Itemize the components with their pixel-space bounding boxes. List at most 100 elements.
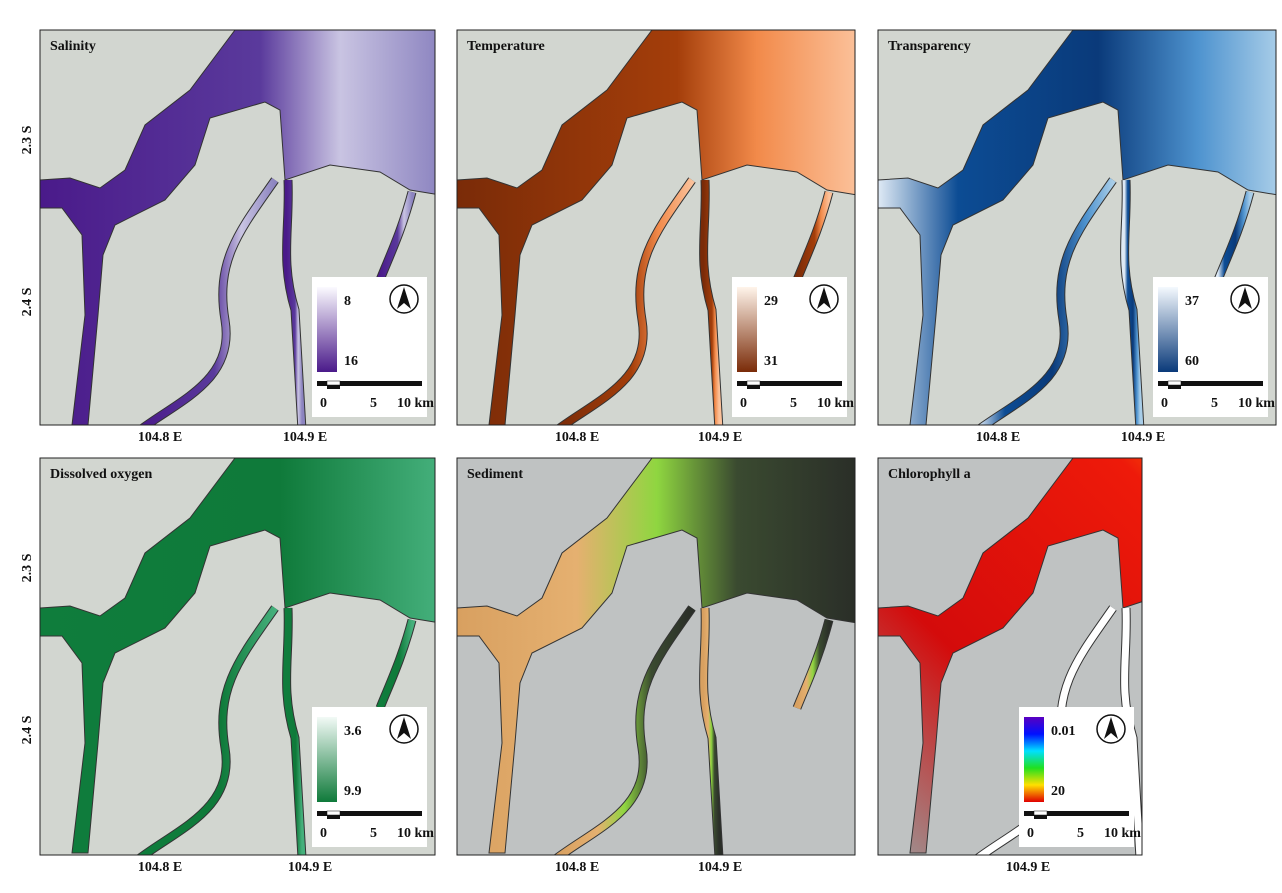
scale-segment	[317, 381, 327, 385]
scale-label: 0	[740, 396, 747, 411]
y-coordinate-label: 2.3 S	[20, 553, 35, 582]
x-coordinate-label: 104.8 E	[555, 430, 599, 445]
river	[557, 177, 695, 425]
scale-segment	[737, 381, 747, 385]
estuary	[878, 30, 1276, 425]
river	[376, 191, 416, 282]
river	[138, 605, 278, 855]
scale-label: 5	[370, 826, 377, 841]
river	[1121, 179, 1144, 425]
map-panel: Temperature 29 31 0 5 10 km	[456, 29, 856, 426]
estuary	[457, 30, 855, 425]
scale-segment	[1034, 815, 1047, 819]
scale-segment	[787, 381, 842, 385]
frame	[456, 457, 856, 856]
scale-label: 10 km	[397, 826, 434, 841]
north-arrow	[1104, 717, 1118, 739]
scale-segment	[340, 811, 367, 815]
scale-label: 10 km	[1104, 826, 1141, 841]
panel-title: Salinity	[50, 39, 96, 54]
river	[555, 605, 695, 855]
scale-label: 0	[1027, 826, 1034, 841]
x-coordinate-label: 104.9 E	[698, 430, 742, 445]
scale-segment	[1168, 385, 1181, 389]
x-coordinate-label: 104.8 E	[976, 430, 1020, 445]
scale-label: 0	[320, 826, 327, 841]
legend-label: 3.6	[344, 724, 362, 739]
water	[457, 30, 855, 425]
colorbar	[1024, 717, 1044, 802]
scale-segment	[327, 385, 340, 389]
scale-segment	[1047, 811, 1074, 815]
y-coordinate-label: 2.4 S	[20, 287, 35, 316]
scale-segment	[317, 811, 327, 815]
scale-segment	[760, 381, 787, 385]
river-edge	[1218, 620, 1250, 708]
river	[700, 179, 723, 425]
legend-label: 16	[344, 354, 358, 369]
river	[793, 191, 833, 282]
colorbar	[1158, 287, 1178, 372]
north-arrow	[817, 287, 831, 309]
scale-label: 10 km	[1238, 396, 1275, 411]
legend-label: 29	[764, 294, 778, 309]
north-arrow	[397, 717, 411, 739]
scale-segment	[367, 811, 422, 815]
north-arrow	[397, 287, 411, 309]
colorbar	[737, 287, 757, 372]
map-panel: Dissolved oxygen 3.6 9.9 0 5 10 km	[39, 457, 436, 856]
north-arrow	[1238, 287, 1252, 309]
frame	[39, 457, 436, 856]
panel-title: Temperature	[467, 39, 545, 54]
scale-segment	[1158, 381, 1168, 385]
scale-label: 10 km	[817, 396, 854, 411]
panel-title: Dissolved oxygen	[50, 467, 153, 482]
river	[1218, 620, 1250, 708]
frame	[456, 29, 856, 426]
map-panel: Transparency 37 60 0 5 10 km	[877, 29, 1277, 426]
x-coordinate-label: 104.8 E	[138, 860, 182, 875]
scale-segment	[1074, 811, 1129, 815]
legend-label: 37	[1185, 294, 1199, 309]
estuary	[878, 458, 1142, 854]
river	[140, 177, 278, 425]
scale-segment	[1208, 381, 1263, 385]
river	[700, 607, 723, 855]
x-coordinate-label: 104.9 E	[1006, 860, 1050, 875]
legend-label: 9.9	[344, 784, 362, 799]
scale-label: 5	[1211, 396, 1218, 411]
scale-gap	[326, 810, 341, 816]
legend-label: 20	[1051, 784, 1065, 799]
scale-gap	[746, 380, 761, 386]
x-coordinate-label: 104.9 E	[1121, 430, 1165, 445]
scale-gap	[1033, 810, 1048, 816]
scale-segment	[367, 381, 422, 385]
estuary	[457, 458, 855, 854]
frame	[877, 457, 1143, 856]
frame	[877, 29, 1277, 426]
x-coordinate-label: 104.8 E	[555, 860, 599, 875]
legend-label: 31	[764, 354, 778, 369]
river	[283, 607, 306, 855]
colorbar	[317, 287, 337, 372]
panel-title: Sediment	[467, 467, 523, 482]
scale-label: 10 km	[397, 396, 434, 411]
river	[283, 179, 306, 425]
scale-label: 5	[370, 396, 377, 411]
x-coordinate-label: 104.8 E	[138, 430, 182, 445]
scale-label: 5	[790, 396, 797, 411]
water	[878, 30, 1276, 425]
scale-segment	[1024, 811, 1034, 815]
legend-label: 0.01	[1051, 724, 1076, 739]
colorbar	[317, 717, 337, 802]
map-panel: Salinity 8 16 0 5 10 km	[39, 29, 436, 426]
scale-segment	[1181, 381, 1208, 385]
y-coordinate-label: 2.3 S	[20, 125, 35, 154]
river	[376, 619, 416, 710]
water	[40, 30, 435, 425]
map-panel: Sediment	[456, 457, 856, 856]
scale-segment	[747, 385, 760, 389]
scale-gap	[1167, 380, 1182, 386]
water	[457, 458, 855, 855]
